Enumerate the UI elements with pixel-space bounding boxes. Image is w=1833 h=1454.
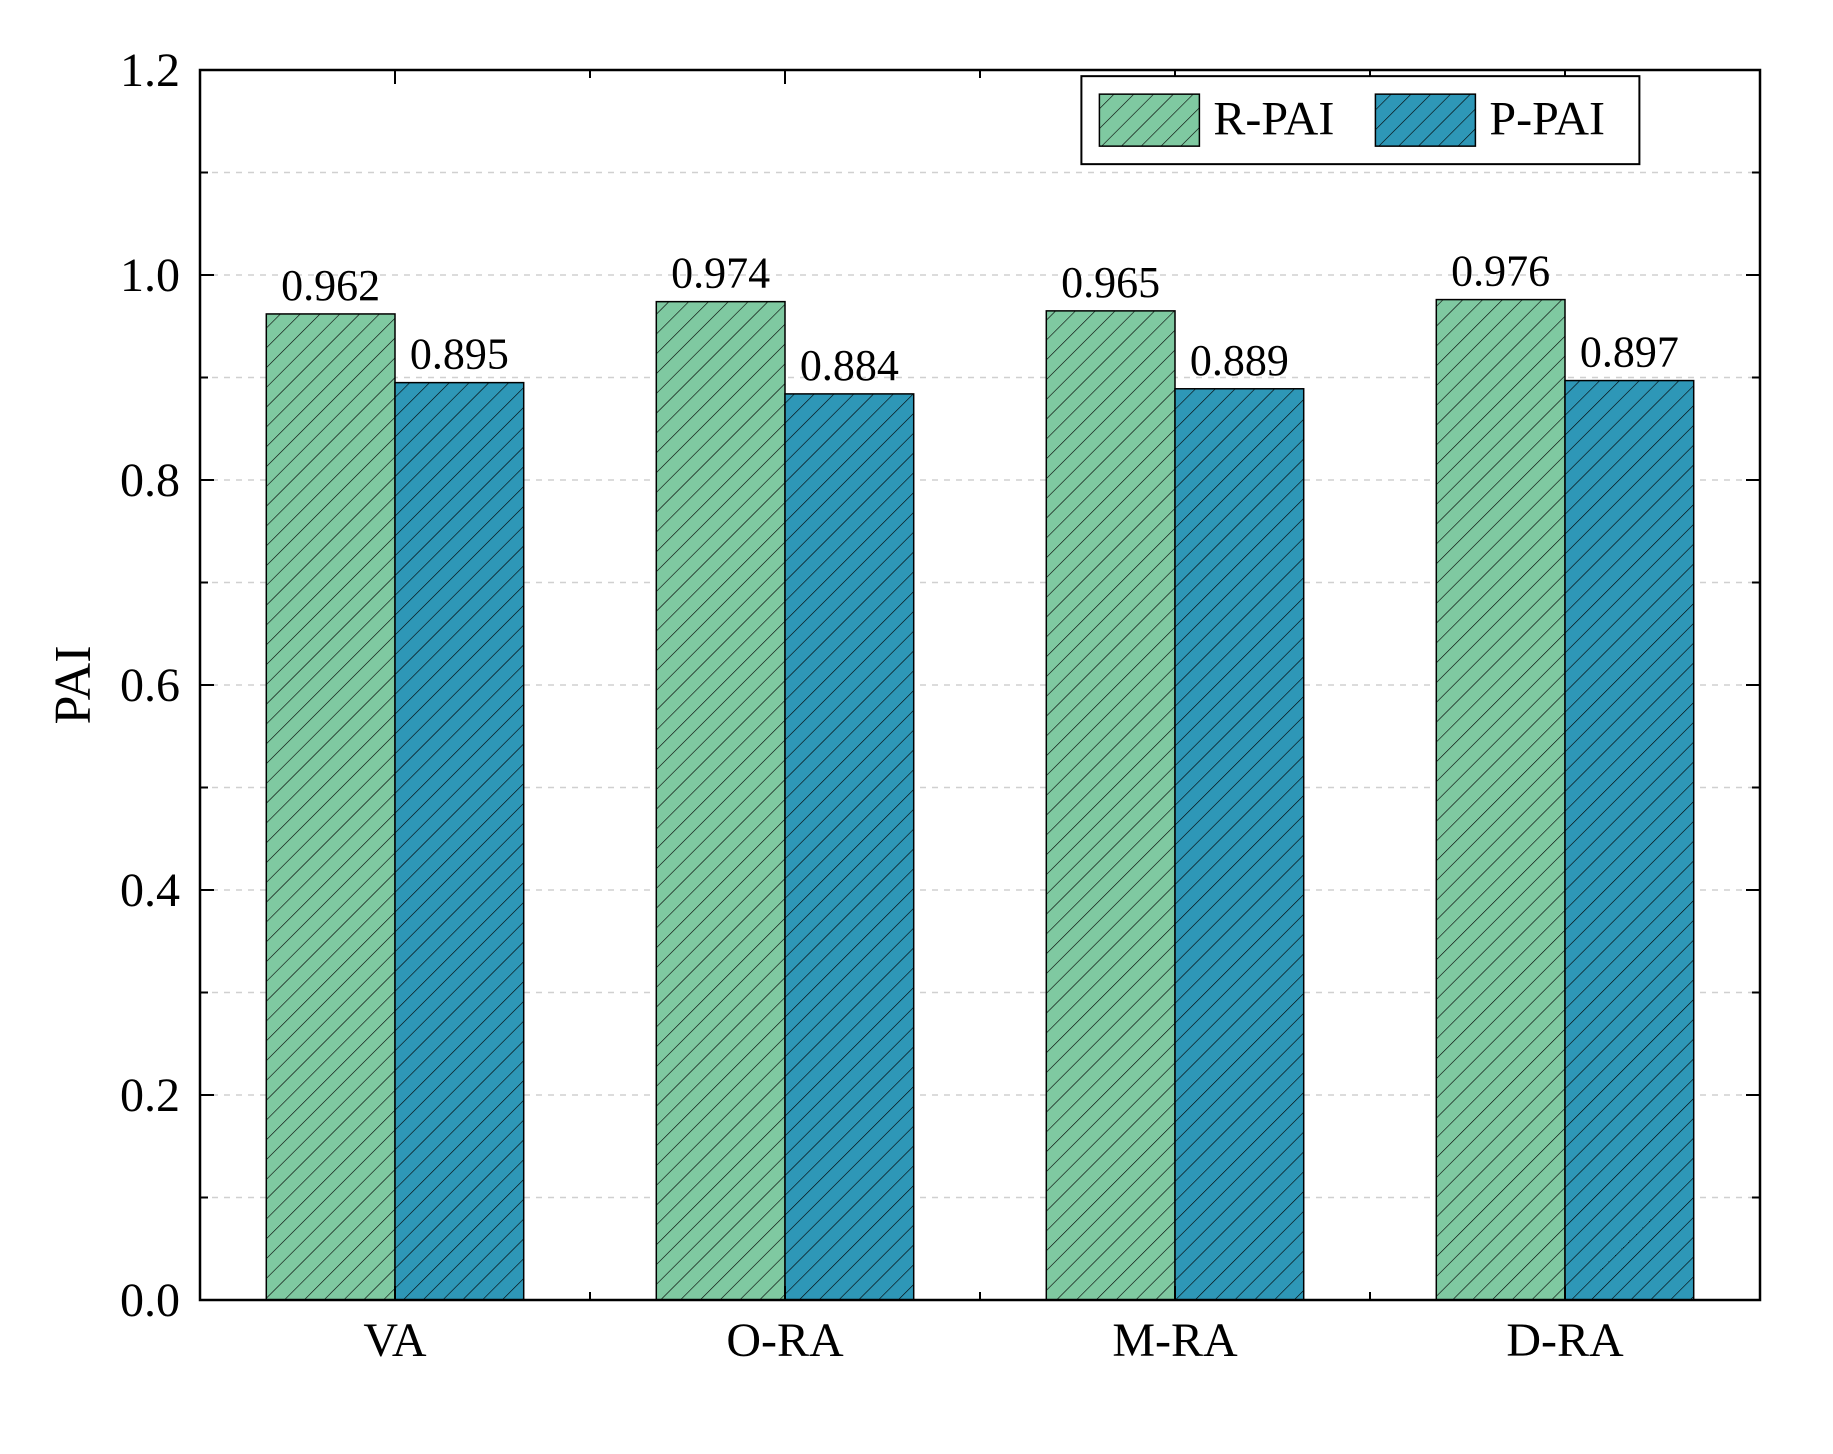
legend-swatch — [1099, 94, 1199, 146]
bar-value-label: 0.884 — [800, 341, 899, 390]
bar — [1565, 381, 1694, 1300]
x-tick-label: O-RA — [726, 1314, 844, 1367]
legend-label: R-PAI — [1213, 93, 1334, 146]
y-tick-label: 1.2 — [120, 44, 180, 97]
legend-swatch — [1375, 94, 1475, 146]
bar-value-label: 0.889 — [1190, 336, 1289, 385]
y-axis-label: PAI — [45, 645, 102, 724]
bar — [656, 302, 785, 1300]
bar — [1046, 311, 1175, 1300]
bar-value-label: 0.895 — [410, 330, 509, 379]
bar — [395, 383, 524, 1300]
bar — [785, 394, 914, 1300]
bar-value-label: 0.897 — [1580, 328, 1679, 377]
bar-chart: 0.962 0.895 0.974 0.884 0.965 0.889 0.976 0.897… — [0, 0, 1833, 1454]
bar-value-label: 0.962 — [281, 261, 380, 310]
x-tick-label: M-RA — [1112, 1314, 1238, 1367]
y-tick-label: 0.8 — [120, 454, 180, 507]
y-tick-label: 0.4 — [120, 864, 180, 917]
x-tick-label: D-RA — [1506, 1314, 1624, 1367]
legend: R-PAI P-PAI — [1081, 76, 1639, 164]
bar — [1436, 300, 1565, 1300]
bar-value-label: 0.974 — [671, 249, 770, 298]
y-tick-label: 0.0 — [120, 1274, 180, 1327]
x-tick-label: VA — [363, 1314, 426, 1367]
y-tick-label: 0.6 — [120, 659, 180, 712]
legend-label: P-PAI — [1489, 93, 1605, 146]
chart-container: 0.962 0.895 0.974 0.884 0.965 0.889 0.976 0.897… — [0, 0, 1833, 1454]
bar — [266, 314, 395, 1300]
bar — [1175, 389, 1304, 1300]
y-tick-label: 0.2 — [120, 1069, 180, 1122]
bar-value-label: 0.965 — [1061, 258, 1160, 307]
bar-value-label: 0.976 — [1451, 247, 1550, 296]
y-tick-label: 1.0 — [120, 249, 180, 302]
